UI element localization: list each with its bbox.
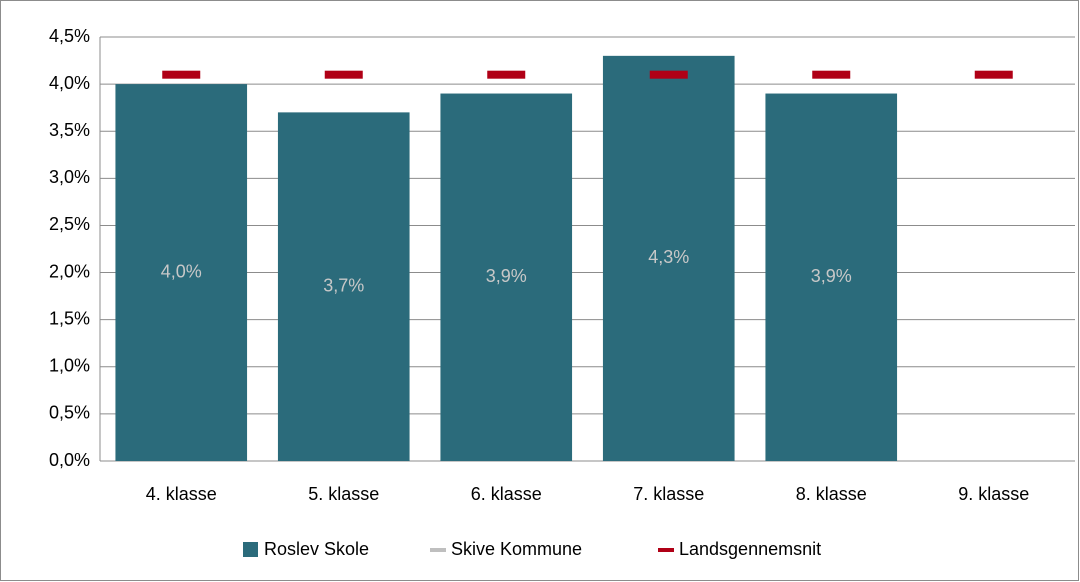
bar <box>115 84 248 461</box>
data-label: 3,7% <box>323 275 364 295</box>
marker <box>812 70 851 79</box>
x-tick-label: 7. klasse <box>633 484 704 504</box>
data-label: 4,0% <box>161 261 202 281</box>
y-tick-label: 2,0% <box>49 261 90 281</box>
marker <box>974 70 1013 79</box>
y-tick-label: 1,5% <box>49 308 90 328</box>
legend-swatch <box>658 548 674 552</box>
marker <box>162 70 201 79</box>
marker <box>487 70 526 79</box>
data-label: 3,9% <box>811 266 852 286</box>
y-tick-label: 4,0% <box>49 73 90 93</box>
legend-label: Roslev Skole <box>264 539 369 559</box>
x-tick-label: 8. klasse <box>796 484 867 504</box>
x-tick-label: 9. klasse <box>958 484 1029 504</box>
marker <box>324 70 363 79</box>
x-tick-label: 6. klasse <box>471 484 542 504</box>
y-tick-label: 2,5% <box>49 214 90 234</box>
bar <box>765 93 898 462</box>
x-tick-label: 4. klasse <box>146 484 217 504</box>
legend-swatch <box>430 548 446 552</box>
legend-label: Landsgennemsnit <box>679 539 821 559</box>
x-tick-label: 5. klasse <box>308 484 379 504</box>
y-tick-label: 0,5% <box>49 403 90 423</box>
y-tick-label: 4,5% <box>49 26 90 46</box>
y-tick-label: 1,0% <box>49 356 90 376</box>
data-label: 4,3% <box>648 247 689 267</box>
marker <box>649 70 688 79</box>
y-tick-label: 0,0% <box>49 450 90 470</box>
data-label: 3,9% <box>486 266 527 286</box>
bar <box>440 93 573 462</box>
y-tick-label: 3,0% <box>49 167 90 187</box>
y-tick-label: 3,5% <box>49 120 90 140</box>
bar <box>602 55 735 461</box>
legend-swatch <box>243 542 258 557</box>
bar <box>277 112 410 461</box>
legend-label: Skive Kommune <box>451 539 582 559</box>
